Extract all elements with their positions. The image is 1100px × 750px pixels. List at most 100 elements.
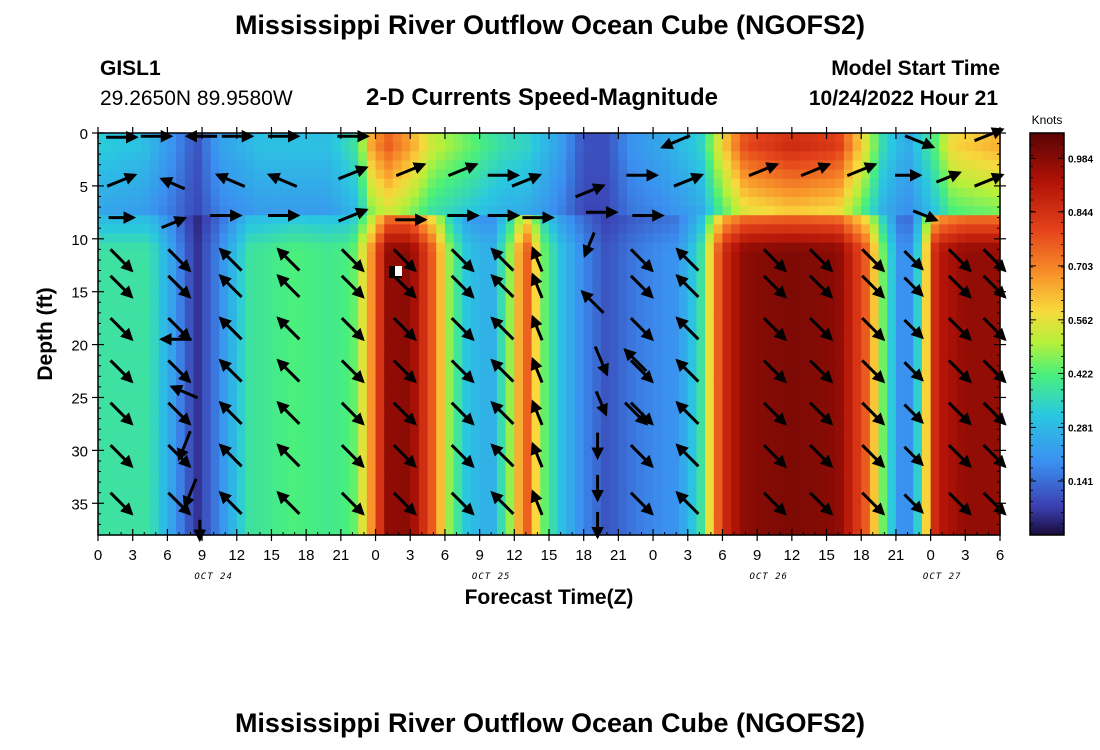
heatmap-cell (722, 260, 732, 271)
heatmap-cell (124, 425, 134, 436)
heatmap-cell (453, 215, 463, 225)
heatmap-cell (453, 160, 463, 171)
heatmap-cell (895, 407, 906, 417)
heatmap-cell (505, 388, 515, 399)
heatmap-cell (297, 297, 307, 308)
heatmap-cell (410, 498, 420, 509)
heatmap-cell (627, 151, 637, 162)
heatmap-cell (271, 397, 281, 408)
heatmap-cell (314, 370, 325, 381)
heatmap-cell (696, 324, 706, 335)
heatmap-cell (852, 306, 862, 317)
heatmap-cell (479, 315, 489, 326)
heatmap-cell (444, 334, 455, 344)
heatmap-cell (349, 443, 359, 454)
heatmap-cell (609, 452, 619, 463)
heatmap-cell (869, 461, 880, 472)
heatmap-cell (696, 452, 706, 463)
heatmap-cell (601, 242, 611, 253)
heatmap-cell (384, 187, 394, 198)
heatmap-cell (843, 133, 854, 143)
current-arrow (629, 317, 654, 342)
heatmap-cell (791, 306, 802, 317)
heatmap-cell (262, 142, 273, 152)
heatmap-cell (956, 151, 966, 162)
heatmap-cell (332, 343, 342, 353)
heatmap-cell (392, 297, 403, 308)
heatmap-cell (297, 480, 307, 490)
current-arrow (450, 248, 475, 273)
heatmap-cell (826, 142, 836, 152)
heatmap-cell (722, 343, 732, 353)
heatmap-cell (158, 215, 168, 225)
heatmap-cell (722, 133, 732, 143)
current-arrow (673, 172, 705, 188)
heatmap-cell (947, 279, 958, 289)
heatmap-cell (436, 151, 446, 162)
heatmap-cell (245, 187, 255, 198)
heatmap-cell (670, 379, 680, 390)
heatmap-cell (488, 388, 498, 399)
heatmap-cell (288, 452, 299, 463)
heatmap-cell (618, 151, 628, 162)
heatmap-cell (791, 279, 802, 289)
heatmap-cell (895, 306, 906, 317)
heatmap-cell (479, 270, 489, 280)
heatmap-cell (791, 452, 802, 463)
heatmap-cell (774, 133, 784, 143)
heatmap-cell (436, 178, 446, 189)
heatmap-cell (713, 461, 724, 472)
heatmap-cell (228, 334, 238, 344)
heatmap-cell (739, 507, 750, 518)
heatmap-cell (427, 279, 437, 289)
heatmap-cell (817, 361, 828, 372)
heatmap-cell (488, 334, 498, 344)
heatmap-cell (895, 297, 906, 308)
heatmap-cell (817, 233, 828, 244)
heatmap-cell (947, 178, 958, 189)
heatmap-cell (757, 343, 767, 353)
heatmap-cell (210, 489, 221, 500)
heatmap-cell (557, 397, 567, 408)
heatmap-cell (696, 160, 706, 171)
heatmap-cell (670, 233, 680, 244)
heatmap-cell (627, 443, 637, 454)
current-arrow (582, 231, 596, 259)
heatmap-cell (401, 233, 411, 244)
heatmap-cell (601, 434, 611, 445)
heatmap-cell (98, 489, 108, 500)
heatmap-cell (410, 480, 420, 490)
heatmap-cell (661, 407, 672, 417)
x-tick-label: 0 (926, 547, 934, 564)
heatmap-cell (809, 352, 819, 363)
heatmap-cell (176, 425, 186, 436)
heatmap-cell (627, 516, 637, 527)
heatmap-cell (332, 224, 342, 235)
date-label: OCT 27 (923, 572, 962, 582)
heatmap-cell (236, 416, 247, 426)
heatmap-cell (731, 215, 741, 225)
heatmap-cell (670, 151, 680, 162)
heatmap-cell (323, 361, 333, 372)
heatmap-cell (271, 507, 281, 518)
heatmap-cell (592, 416, 602, 426)
heatmap-cell (549, 388, 559, 399)
heatmap-cell (627, 434, 637, 445)
heatmap-cell (549, 270, 559, 280)
heatmap-cell (592, 260, 602, 271)
heatmap-cell (184, 279, 194, 289)
heatmap-cell (739, 407, 750, 417)
heatmap-cell (765, 416, 776, 426)
current-arrow (903, 403, 924, 424)
current-arrow (660, 134, 691, 150)
heatmap-cell (436, 507, 446, 518)
heatmap-cell (791, 525, 802, 536)
heatmap-cell (115, 379, 125, 390)
heatmap-cell (401, 270, 411, 280)
heatmap-cell (193, 370, 203, 381)
heatmap-cell (653, 525, 663, 536)
heatmap-cell (869, 407, 880, 417)
heatmap-cell (193, 443, 203, 454)
heatmap-cell (800, 471, 810, 481)
heatmap-cell (522, 169, 533, 180)
